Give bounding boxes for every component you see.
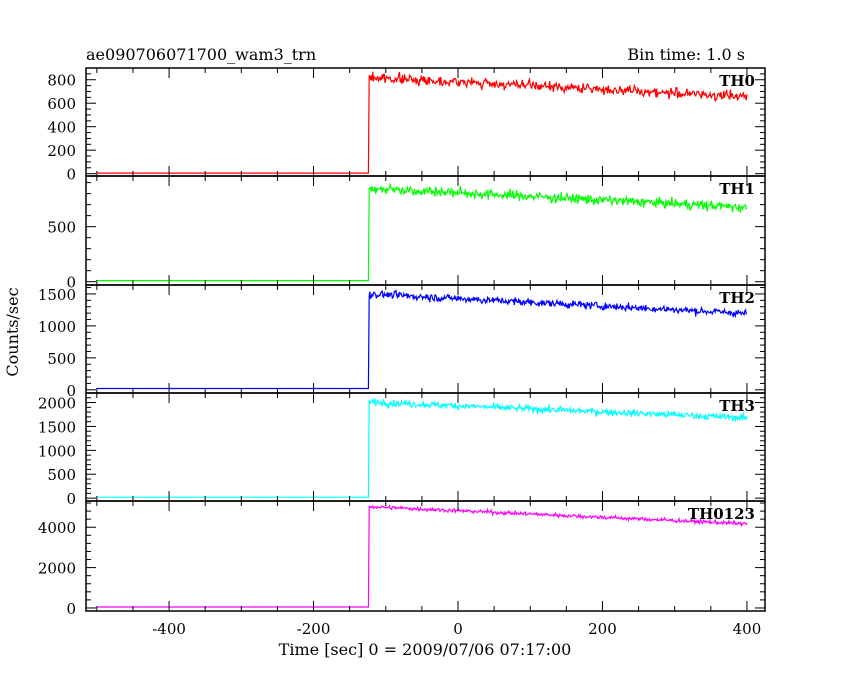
series-line-th0	[96, 71, 748, 174]
y-tick-label-th0: 0	[66, 166, 76, 184]
y-tick-label-th0: 600	[47, 95, 76, 113]
y-tick-label-th2: 1500	[38, 286, 76, 304]
x-tick-label: 200	[588, 620, 617, 638]
y-tick-label-th2: 500	[47, 350, 76, 368]
panel-frame-th0	[85, 67, 766, 177]
series-line-th2	[96, 288, 748, 390]
y-tick-label-th3: 0	[66, 490, 76, 508]
panel-frame-th3	[85, 392, 766, 502]
y-tick-label-th1: 0	[66, 274, 76, 292]
x-tick-label: 0	[453, 620, 463, 638]
y-axis-label: Counts/sec	[3, 287, 22, 376]
y-tick-label-th3: 1000	[38, 442, 76, 460]
y-tick-label-th0123: 0	[66, 600, 76, 618]
x-tick-label: -200	[297, 620, 331, 638]
y-tick-label-th0123: 2000	[38, 560, 76, 578]
series-line-th1	[96, 182, 748, 282]
y-tick-label-th3: 500	[47, 466, 76, 484]
y-tick-label-th2: 1000	[38, 318, 76, 336]
panel-label-th3: TH3	[719, 397, 755, 415]
y-tick-label-th0: 200	[47, 142, 76, 160]
x-axis-label: Time [sec] 0 = 2009/07/06 07:17:00	[279, 640, 572, 659]
y-tick-label-th0123: 4000	[38, 519, 76, 537]
y-tick-label-th3: 2000	[38, 395, 76, 413]
chart-title: ae090706071700_wam3_trn	[86, 45, 316, 64]
panel-label-th1: TH1	[719, 180, 755, 198]
y-tick-label-th3: 1500	[38, 418, 76, 436]
panel-label-th0123: TH0123	[688, 505, 755, 523]
y-tick-label-th2: 0	[66, 382, 76, 400]
y-tick-label-th0: 800	[47, 72, 76, 90]
panel-frame-th0123	[85, 500, 766, 612]
panel-label-th2: TH2	[719, 289, 755, 307]
x-tick-label: -400	[152, 620, 186, 638]
x-tick-label: 400	[733, 620, 762, 638]
y-tick-label-th0: 400	[47, 119, 76, 137]
series-line-th0123	[96, 504, 748, 608]
panel-frame-th2	[85, 284, 766, 394]
panel-label-th0: TH0	[719, 72, 755, 90]
series-line-th3	[96, 397, 748, 498]
bin-time-label: Bin time: 1.0 s	[627, 45, 745, 64]
y-tick-label-th1: 500	[47, 219, 76, 237]
